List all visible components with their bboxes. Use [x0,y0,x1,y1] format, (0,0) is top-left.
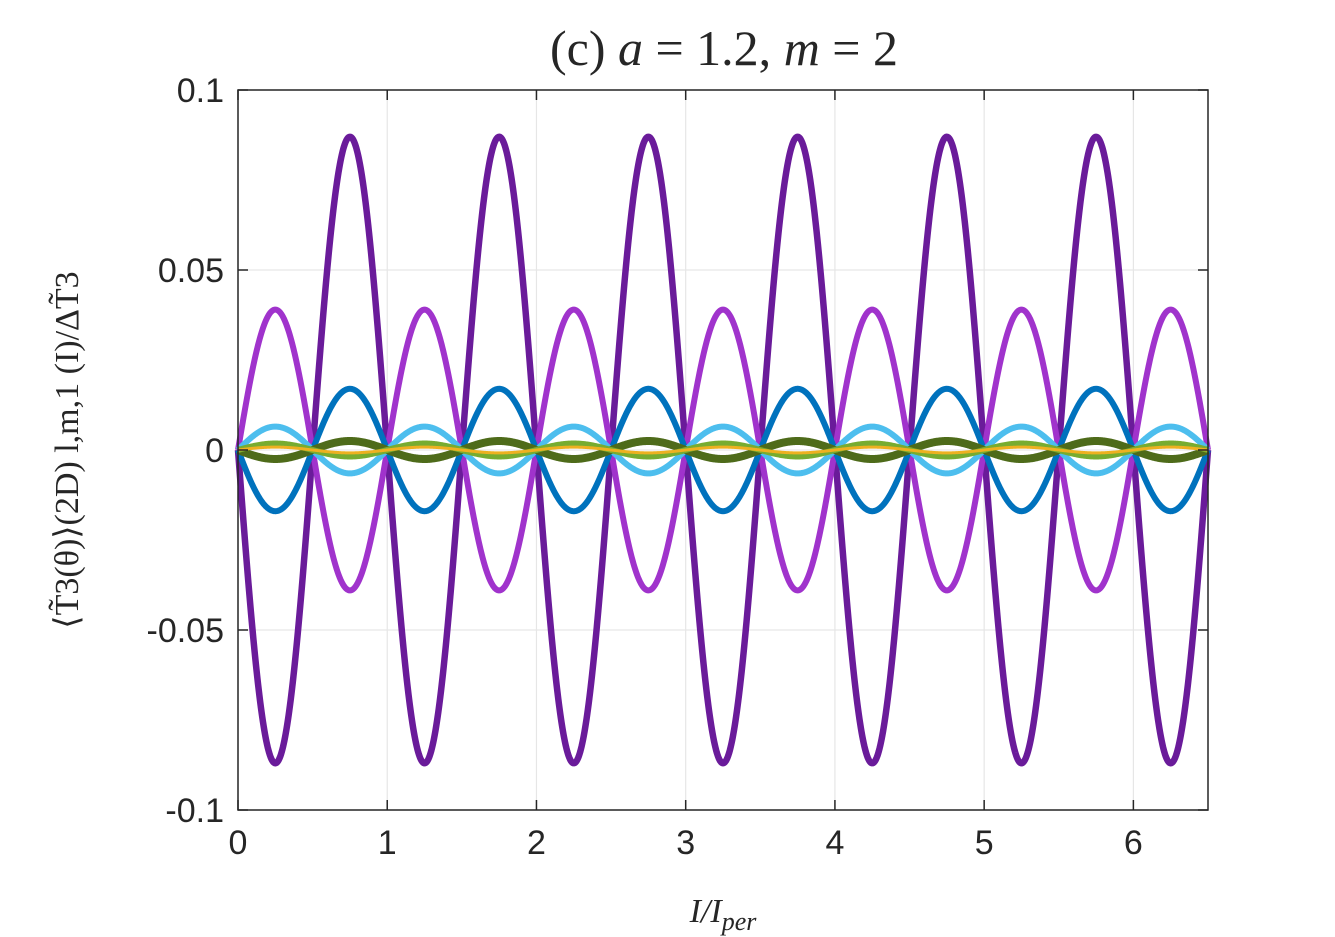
y-axis-label-text: ⟨T̃3(θ)⟩(2D) l,m,1 (I)/ΔT̃3 [47,271,86,628]
x-axis-label: I/Iper [689,893,758,936]
series-line-2 [235,306,1211,594]
y-tick-label: 0 [205,432,224,470]
x-axis-label-text: I/Iper [689,893,758,936]
series-group [234,133,1212,767]
x-tick-label: 2 [527,824,546,862]
y-tick-label: 0.05 [158,252,224,290]
x-tick-label: 0 [229,824,248,862]
x-tick-label: 6 [1124,824,1143,862]
x-tick-label: 4 [825,824,844,862]
series-line-6 [235,440,1211,460]
ticks: 0 1 2 3 4 5 6 -0.1 -0.05 0 0.05 0.1 [147,72,1208,862]
x-tick-label: 1 [378,824,397,862]
series-line-1 [234,133,1212,767]
x-tick-label: 3 [676,824,695,862]
y-axis-label: ⟨T̃3(θ)⟩(2D) l,m,1 (I)/ΔT̃3 [47,271,86,628]
series-line-3 [235,385,1211,515]
y-tick-label: -0.05 [147,612,225,650]
y-tick-label: 0.1 [177,72,224,110]
series-line-4 [235,423,1211,477]
series-line-7 [237,445,1209,455]
chart-title: (c) a = 1.2, m = 2 [550,20,898,76]
x-tick-label: 5 [975,824,994,862]
series-line-5 [234,437,1212,463]
y-tick-label: -0.1 [165,792,224,830]
